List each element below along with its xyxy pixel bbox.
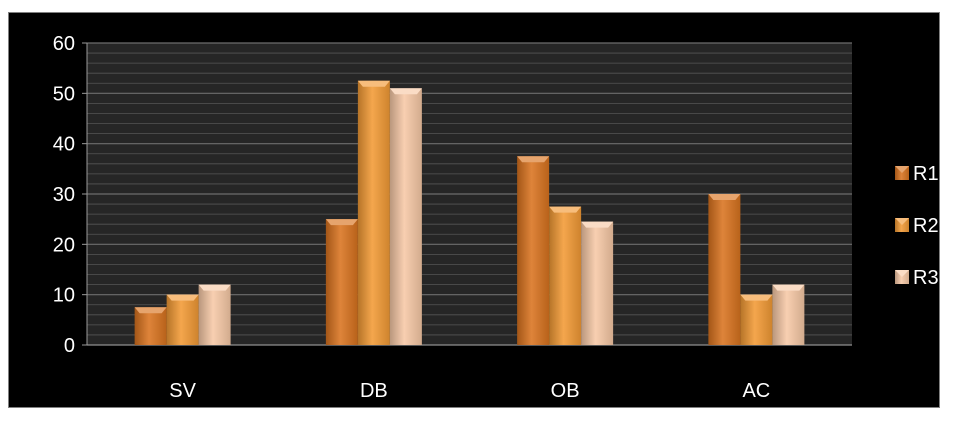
bar-r1-ob: [517, 156, 550, 345]
y-tick-label: 40: [53, 134, 75, 156]
bar-cap-r3-sv: [198, 284, 231, 291]
bar-cap-r2-ob: [549, 206, 582, 213]
bar-r2-ob: [549, 206, 582, 345]
legend-label-r1: R1: [913, 163, 939, 185]
chart-frame: 0 10 20 30 40 50 60 SV DB OB AC R1 R2 R3: [8, 12, 940, 408]
legend-swatch-cap: [895, 270, 909, 277]
legend-swatch-cap: [895, 218, 909, 225]
bars: [134, 80, 805, 346]
bar-cap-r1-ac: [708, 194, 741, 200]
bar-r2-db: [357, 80, 390, 345]
bar-r3-db: [389, 88, 422, 346]
bar-r1-ac: [708, 194, 741, 345]
bar-r3-sv: [198, 284, 231, 345]
bar-r1-sv: [134, 307, 167, 345]
bar-cap-r1-db: [325, 219, 358, 226]
y-tick-label: 50: [53, 83, 75, 105]
bar-cap-r1-sv: [134, 307, 167, 314]
bar-cap-r3-db: [389, 88, 422, 95]
bar-chart: 0 10 20 30 40 50 60 SV DB OB AC R1 R2 R3: [53, 33, 939, 402]
legend: R1 R2 R3: [895, 163, 939, 289]
x-tick-label: SV: [169, 380, 196, 402]
y-tick-label: 20: [53, 234, 75, 256]
bar-r2-ac: [740, 294, 773, 345]
bar-r3-ac: [772, 284, 805, 345]
bar-r1-db: [325, 219, 358, 345]
bar-r2-sv: [166, 294, 199, 345]
legend-label-r2: R2: [913, 215, 939, 237]
bar-cap-r2-db: [357, 80, 390, 87]
bar-cap-r2-ac: [740, 294, 773, 301]
x-tick-label: OB: [551, 380, 580, 402]
legend-label-r3: R3: [913, 267, 939, 289]
x-tick-label: DB: [360, 380, 388, 402]
bar-cap-r1-ob: [517, 156, 550, 163]
legend-swatch-cap: [895, 166, 909, 173]
bar-cap-r3-ac: [772, 284, 805, 291]
y-tick-label: 30: [53, 184, 75, 206]
bar-cap-r3-ob: [581, 221, 614, 228]
y-tick-label: 0: [64, 335, 75, 357]
x-tick-label: AC: [742, 380, 770, 402]
bar-r3-ob: [581, 221, 614, 345]
y-tick-label: 60: [53, 33, 75, 55]
bar-cap-r2-sv: [166, 294, 199, 301]
y-tick-label: 10: [53, 285, 75, 307]
axis-labels: 0 10 20 30 40 50 60 SV DB OB AC: [53, 33, 771, 402]
